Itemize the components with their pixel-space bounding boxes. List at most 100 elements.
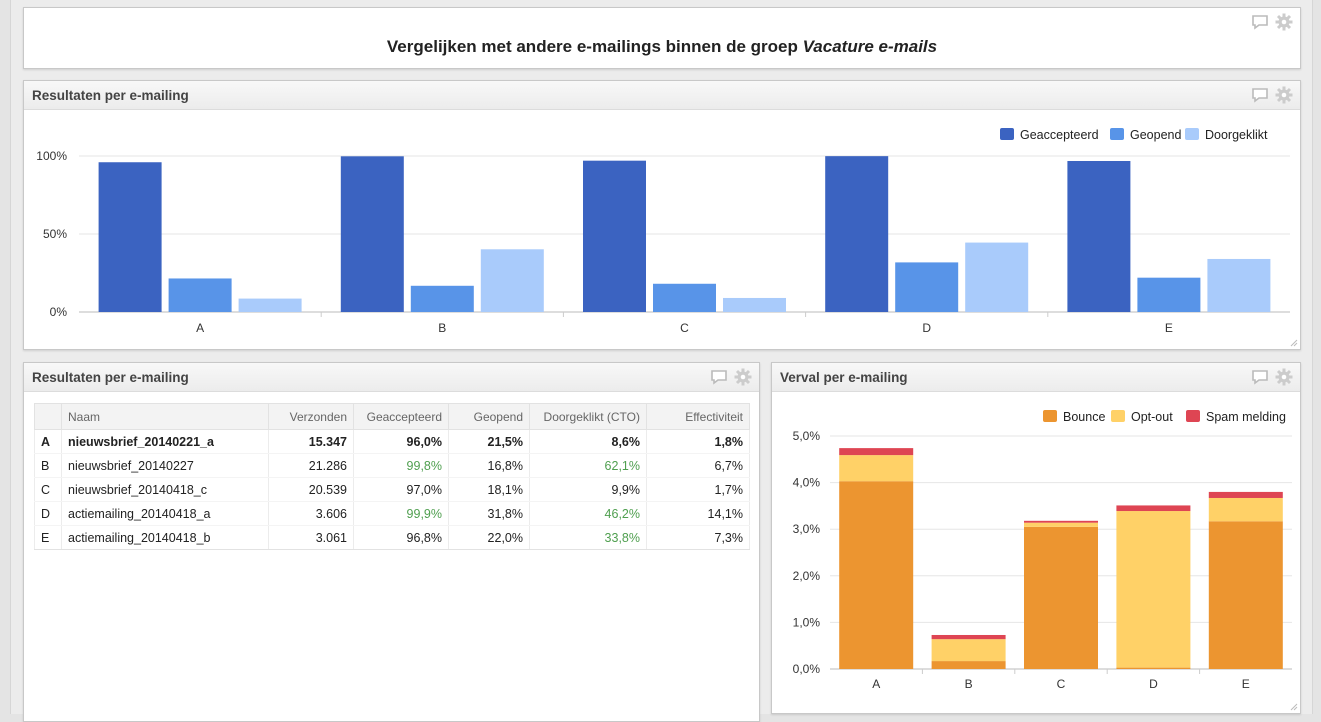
row-naam: actiemailing_20140418_b [61, 525, 269, 550]
bar-opt-out-d [1116, 511, 1191, 668]
x-tick-label: E [1165, 321, 1173, 335]
x-tick-label: A [872, 677, 880, 691]
bar-opt-out-b [931, 639, 1006, 662]
row-geopend: 18,1% [448, 477, 530, 502]
bar-spam-melding-e [1208, 491, 1283, 498]
bar-bounce-b [931, 661, 1006, 669]
chart1-panel: Resultaten per e-mailing 100% 50% 0% A B C D E G… [23, 80, 1301, 350]
row-geaccepteerd: 96,0% [353, 429, 449, 454]
row-letter: B [34, 453, 62, 478]
resize-grip-icon[interactable] [1290, 703, 1298, 711]
row-geopend: 22,0% [448, 525, 530, 550]
x-tick-label: E [1242, 677, 1250, 691]
bar-doorgeklikt-e [1207, 258, 1271, 312]
y-tick-label: 100% [36, 149, 67, 163]
row-effectiviteit: 6,7% [646, 453, 750, 478]
y-tick-label: 1,0% [793, 615, 821, 629]
chart2-title: Verval per e-mailing [780, 370, 908, 385]
table-title: Resultaten per e-mailing [32, 370, 189, 385]
row-naam: nieuwsbrief_20140418_c [61, 477, 269, 502]
row-naam: nieuwsbrief_20140221_a [61, 429, 269, 454]
bar-bounce-e [1208, 521, 1283, 669]
results-table: Naam Verzonden Geaccepteerd Geopend Door… [34, 403, 750, 550]
legend-label: Spam melding [1206, 410, 1286, 424]
row-geopend: 31,8% [448, 501, 530, 526]
y-tick-label: 5,0% [793, 429, 821, 443]
bar-bounce-c [1024, 526, 1098, 669]
bar-spam-melding-a [839, 448, 914, 456]
x-tick-label: C [1057, 677, 1066, 691]
row-doorgeklikt: 33,8% [529, 525, 647, 550]
y-tick-label: 0% [50, 305, 68, 319]
comment-icon[interactable] [1250, 367, 1270, 387]
chart1-title: Resultaten per e-mailing [32, 88, 189, 103]
col-header-letter[interactable] [34, 403, 62, 430]
comment-icon[interactable] [1250, 85, 1270, 105]
bar-geaccepteerd-d [825, 156, 889, 312]
legend-label: Bounce [1063, 410, 1105, 424]
x-tick-label: A [196, 321, 204, 335]
legend-swatch [1186, 410, 1200, 422]
bar-geopend-b [410, 285, 474, 312]
gear-icon[interactable] [1274, 85, 1294, 105]
legend-swatch [1110, 128, 1124, 140]
legend-label: Geopend [1130, 128, 1181, 142]
comment-icon[interactable] [1250, 12, 1270, 32]
banner-panel: Vergelijken met andere e-mailings binnen… [23, 7, 1301, 69]
row-geopend: 16,8% [448, 453, 530, 478]
gear-icon[interactable] [733, 367, 753, 387]
table-header-row: Naam Verzonden Geaccepteerd Geopend Door… [34, 403, 750, 430]
bar-opt-out-a [839, 455, 914, 482]
row-letter: A [34, 429, 62, 454]
x-tick-label: B [965, 677, 973, 691]
col-header-verzonden[interactable]: Verzonden [268, 403, 354, 430]
row-letter: E [34, 525, 62, 550]
y-tick-label: 4,0% [793, 476, 821, 490]
row-geaccepteerd: 96,8% [353, 525, 449, 550]
comment-icon[interactable] [709, 367, 729, 387]
col-header-effectiviteit[interactable]: Effectiviteit [646, 403, 750, 430]
row-verzonden: 15.347 [268, 429, 354, 454]
legend-label: Geaccepteerd [1020, 128, 1099, 142]
chart2-header: Verval per e-mailing [772, 363, 1300, 392]
row-verzonden: 3.061 [268, 525, 354, 550]
row-naam: nieuwsbrief_20140227 [61, 453, 269, 478]
gear-icon[interactable] [1274, 12, 1294, 32]
bar-spam-melding-b [931, 634, 1006, 640]
bar-doorgeklikt-b [480, 249, 544, 312]
banner-group: Vacature e-mails [802, 37, 938, 56]
legend-label: Opt-out [1131, 410, 1173, 424]
col-header-geopend[interactable]: Geopend [448, 403, 530, 430]
bar-spam-melding-d [1116, 505, 1191, 512]
chart1-header: Resultaten per e-mailing [24, 81, 1300, 110]
legend-swatch [1043, 410, 1057, 422]
y-tick-label: 2,0% [793, 569, 821, 583]
bar-geopend-c [653, 283, 716, 312]
row-doorgeklikt: 62,1% [529, 453, 647, 478]
legend-swatch [1000, 128, 1014, 140]
gear-icon[interactable] [1274, 367, 1294, 387]
bar-opt-out-e [1208, 497, 1283, 522]
bar-geopend-d [895, 262, 959, 312]
row-geaccepteerd: 99,9% [353, 501, 449, 526]
row-effectiviteit: 7,3% [646, 525, 750, 550]
col-header-naam[interactable]: Naam [61, 403, 269, 430]
x-tick-label: D [1149, 677, 1158, 691]
row-geopend: 21,5% [448, 429, 530, 454]
verval-stacked-chart: 5,0% 4,0% 3,0% 2,0% 1,0% 0,0% A B C D E Bounce Opt-o… [793, 410, 1292, 691]
col-header-doorgeklikt[interactable]: Doorgeklikt (CTO) [529, 403, 647, 430]
col-header-geaccepteerd[interactable]: Geaccepteerd [353, 403, 449, 430]
dashboard: Vergelijken met andere e-mailings binnen… [10, 0, 1313, 722]
row-verzonden: 21.286 [268, 453, 354, 478]
resize-grip-icon[interactable] [1290, 339, 1298, 347]
bar-geopend-a [168, 278, 232, 312]
row-letter: D [34, 501, 62, 526]
legend-swatch [1111, 410, 1125, 422]
x-tick-label: C [680, 321, 689, 335]
chart2-panel: Verval per e-mailing 5,0% 4,0% 3,0% 2,0% 1,0… [771, 362, 1301, 714]
